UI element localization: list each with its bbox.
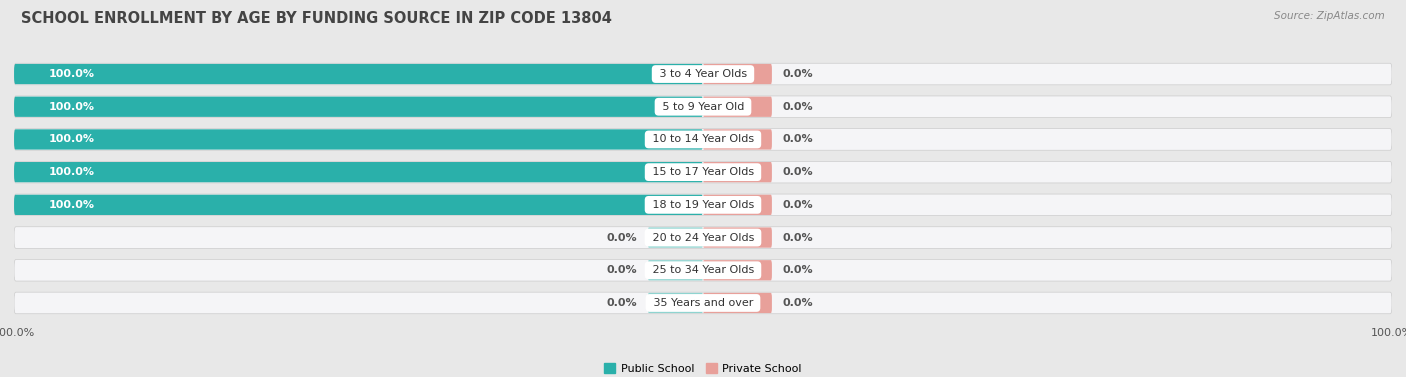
Text: 100.0%: 100.0% bbox=[48, 102, 94, 112]
FancyBboxPatch shape bbox=[648, 227, 703, 248]
FancyBboxPatch shape bbox=[14, 194, 1392, 216]
Text: 25 to 34 Year Olds: 25 to 34 Year Olds bbox=[648, 265, 758, 275]
Text: 5 to 9 Year Old: 5 to 9 Year Old bbox=[658, 102, 748, 112]
Text: 0.0%: 0.0% bbox=[607, 298, 637, 308]
Text: 10 to 14 Year Olds: 10 to 14 Year Olds bbox=[648, 135, 758, 144]
FancyBboxPatch shape bbox=[703, 97, 772, 117]
Text: 0.0%: 0.0% bbox=[782, 298, 813, 308]
FancyBboxPatch shape bbox=[14, 97, 703, 117]
FancyBboxPatch shape bbox=[648, 260, 703, 280]
Text: 18 to 19 Year Olds: 18 to 19 Year Olds bbox=[648, 200, 758, 210]
FancyBboxPatch shape bbox=[648, 293, 703, 313]
FancyBboxPatch shape bbox=[14, 129, 1392, 150]
FancyBboxPatch shape bbox=[14, 195, 703, 215]
Text: 100.0%: 100.0% bbox=[48, 69, 94, 79]
FancyBboxPatch shape bbox=[14, 63, 1392, 85]
Text: 100.0%: 100.0% bbox=[48, 135, 94, 144]
FancyBboxPatch shape bbox=[14, 129, 703, 150]
Text: 0.0%: 0.0% bbox=[782, 167, 813, 177]
FancyBboxPatch shape bbox=[14, 162, 703, 182]
Text: 100.0%: 100.0% bbox=[48, 200, 94, 210]
FancyBboxPatch shape bbox=[703, 129, 772, 150]
Text: 0.0%: 0.0% bbox=[607, 265, 637, 275]
Text: Source: ZipAtlas.com: Source: ZipAtlas.com bbox=[1274, 11, 1385, 21]
Text: 35 Years and over: 35 Years and over bbox=[650, 298, 756, 308]
Text: 15 to 17 Year Olds: 15 to 17 Year Olds bbox=[648, 167, 758, 177]
Text: 0.0%: 0.0% bbox=[782, 135, 813, 144]
Text: SCHOOL ENROLLMENT BY AGE BY FUNDING SOURCE IN ZIP CODE 13804: SCHOOL ENROLLMENT BY AGE BY FUNDING SOUR… bbox=[21, 11, 612, 26]
FancyBboxPatch shape bbox=[703, 162, 772, 182]
Text: 0.0%: 0.0% bbox=[782, 102, 813, 112]
Text: 0.0%: 0.0% bbox=[782, 233, 813, 242]
Text: 3 to 4 Year Olds: 3 to 4 Year Olds bbox=[655, 69, 751, 79]
FancyBboxPatch shape bbox=[703, 260, 772, 280]
Text: 0.0%: 0.0% bbox=[782, 69, 813, 79]
FancyBboxPatch shape bbox=[703, 293, 772, 313]
Text: 0.0%: 0.0% bbox=[607, 233, 637, 242]
FancyBboxPatch shape bbox=[703, 227, 772, 248]
FancyBboxPatch shape bbox=[703, 195, 772, 215]
Text: 0.0%: 0.0% bbox=[782, 200, 813, 210]
FancyBboxPatch shape bbox=[14, 96, 1392, 118]
FancyBboxPatch shape bbox=[14, 161, 1392, 183]
Text: 20 to 24 Year Olds: 20 to 24 Year Olds bbox=[648, 233, 758, 242]
FancyBboxPatch shape bbox=[14, 64, 703, 84]
Legend: Public School, Private School: Public School, Private School bbox=[600, 359, 806, 377]
FancyBboxPatch shape bbox=[14, 227, 1392, 248]
FancyBboxPatch shape bbox=[14, 259, 1392, 281]
FancyBboxPatch shape bbox=[703, 64, 772, 84]
Text: 0.0%: 0.0% bbox=[782, 265, 813, 275]
FancyBboxPatch shape bbox=[14, 292, 1392, 314]
Text: 100.0%: 100.0% bbox=[48, 167, 94, 177]
